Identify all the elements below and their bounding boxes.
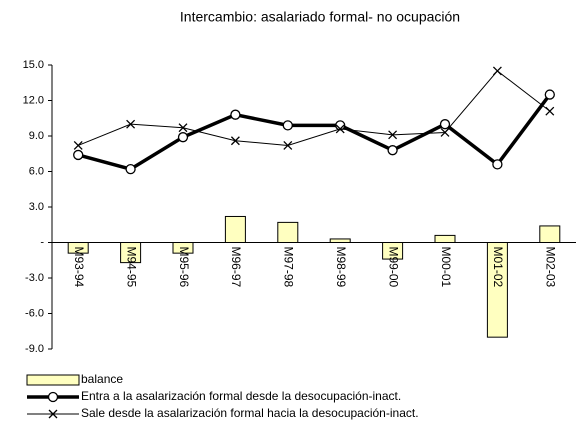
bar	[172, 242, 194, 254]
bar	[486, 242, 508, 338]
y-tick-label: 3.0	[29, 201, 44, 213]
x-tick-label: M94-95	[124, 247, 138, 288]
legend-label: Sale desde la asalarización formal hacia…	[81, 406, 419, 420]
line	[77, 93, 552, 172]
legend-label: Entra a la asalarización formal desde la…	[81, 389, 401, 403]
marker	[335, 124, 345, 134]
y-tick-label: -3.0	[25, 272, 44, 284]
marker	[282, 120, 293, 131]
marker	[283, 141, 293, 150]
marker	[545, 106, 555, 116]
bar	[67, 242, 89, 254]
marker	[388, 130, 398, 140]
y-tick-label: -	[40, 236, 44, 248]
x-tick-label: M99-00	[386, 247, 400, 288]
legend-swatch	[26, 374, 80, 386]
bar	[277, 221, 299, 243]
x-tick-label: M98-99	[334, 247, 348, 288]
marker	[440, 127, 450, 137]
marker	[73, 149, 84, 161]
y-tick-label: -9.0	[25, 343, 44, 355]
marker	[544, 89, 555, 100]
x-tick-label: M95-96	[177, 247, 191, 288]
marker	[387, 145, 398, 156]
marker	[492, 159, 503, 170]
bar	[539, 225, 561, 243]
marker	[178, 123, 188, 133]
marker	[126, 119, 136, 129]
line	[78, 70, 551, 146]
marker	[230, 136, 240, 146]
bar	[120, 242, 142, 264]
bar	[329, 238, 351, 243]
y-tick-label: 9.0	[29, 130, 44, 142]
legend-marker	[48, 409, 58, 419]
y-tick-label: -6.0	[25, 307, 44, 319]
marker	[125, 163, 136, 175]
x-tick-label: M97-98	[282, 247, 296, 288]
marker	[230, 109, 241, 120]
x-tick-label: M00-01	[439, 247, 453, 288]
chart-title: Intercambio: asalariado formal- no ocupa…	[180, 9, 460, 25]
marker	[492, 66, 502, 76]
marker	[177, 132, 189, 143]
legend-marker	[47, 391, 59, 403]
bar	[434, 234, 456, 243]
x-tick-label: M02-03	[544, 247, 558, 288]
y-tick-label: 15.0	[23, 59, 44, 71]
bar	[382, 242, 404, 260]
x-tick-label: M96-97	[229, 247, 243, 288]
y-tick-label: 6.0	[29, 165, 44, 177]
marker	[73, 141, 83, 150]
marker	[335, 120, 346, 131]
y-tick-label: 12.0	[23, 94, 44, 106]
marker	[439, 119, 451, 130]
legend-label: balance	[81, 372, 123, 386]
x-tick-label: M93-94	[72, 247, 86, 288]
bar	[224, 215, 246, 243]
x-tick-label: M01-02	[491, 247, 505, 288]
